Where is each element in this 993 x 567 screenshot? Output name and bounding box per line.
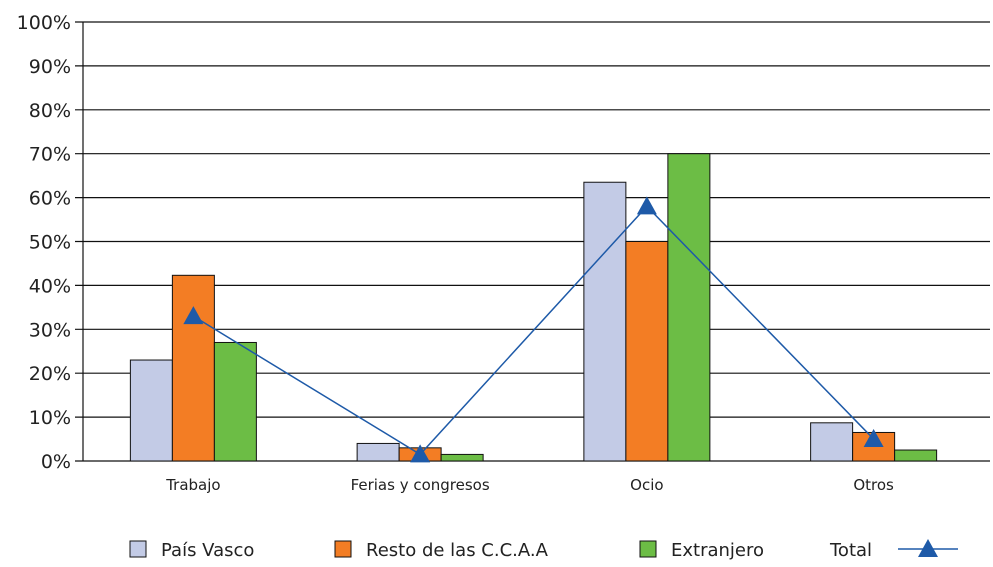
legend-label: Total — [829, 540, 872, 561]
total-marker-0 — [183, 306, 204, 325]
x-tick-label: Otros — [853, 476, 894, 494]
y-tick-label: 90% — [29, 56, 71, 78]
total-line — [183, 196, 884, 463]
bar-0-3 — [810, 422, 854, 462]
legend-item-total: Total — [829, 539, 958, 561]
bar-2-3 — [894, 449, 938, 462]
y-tick-label: 10% — [29, 407, 71, 429]
bar-1-0 — [171, 274, 215, 462]
total-marker-1 — [410, 444, 431, 463]
x-tick-label: Trabajo — [165, 476, 220, 494]
legend-marker — [918, 539, 938, 557]
bar-2-2 — [667, 153, 711, 462]
legend: País Vasco Resto de las C.C.A.A Extranjero… — [129, 539, 958, 561]
legend-item-2: Extranjero — [639, 540, 764, 561]
y-tick-label: 60% — [29, 188, 71, 210]
legend-label: Extranjero — [671, 540, 764, 561]
total-line-path — [192, 205, 875, 456]
y-tick-label: 70% — [29, 144, 71, 166]
legend-item-0: País Vasco — [129, 540, 254, 561]
x-tick-label: Ferias y congresos — [351, 476, 490, 494]
y-tick-label: 20% — [29, 363, 71, 385]
bars — [129, 153, 938, 462]
y-tick-label: 30% — [29, 319, 71, 341]
bar-2-0 — [213, 341, 257, 462]
y-tick-label: 100% — [17, 12, 71, 34]
bar-2-1 — [440, 453, 484, 462]
y-tick-label: 40% — [29, 275, 71, 297]
x-tick-label: Ocio — [630, 476, 663, 494]
y-tick-label: 80% — [29, 100, 71, 122]
bar-1-2 — [625, 241, 669, 462]
bar-0-2 — [583, 181, 627, 462]
total-marker-2 — [636, 196, 657, 215]
y-tick-label: 0% — [41, 451, 71, 473]
total-marker-3 — [863, 429, 884, 448]
y-axis-ticks: 0% 10% 20% 30% 40% 50% 60% 70% 80% 90% 100% — [17, 12, 71, 473]
y-tick-label: 50% — [29, 232, 71, 254]
legend-swatch — [334, 540, 352, 558]
legend-swatch — [639, 540, 657, 558]
legend-label: Resto de las C.C.A.A — [366, 540, 549, 561]
legend-swatch — [129, 540, 147, 558]
x-axis-ticks: Trabajo Ferias y congresos Ocio Otros — [165, 476, 894, 494]
bar-0-0 — [129, 359, 173, 462]
bar-0-1 — [356, 442, 400, 462]
legend-label: País Vasco — [161, 540, 254, 561]
legend-item-1: Resto de las C.C.A.A — [334, 540, 549, 561]
